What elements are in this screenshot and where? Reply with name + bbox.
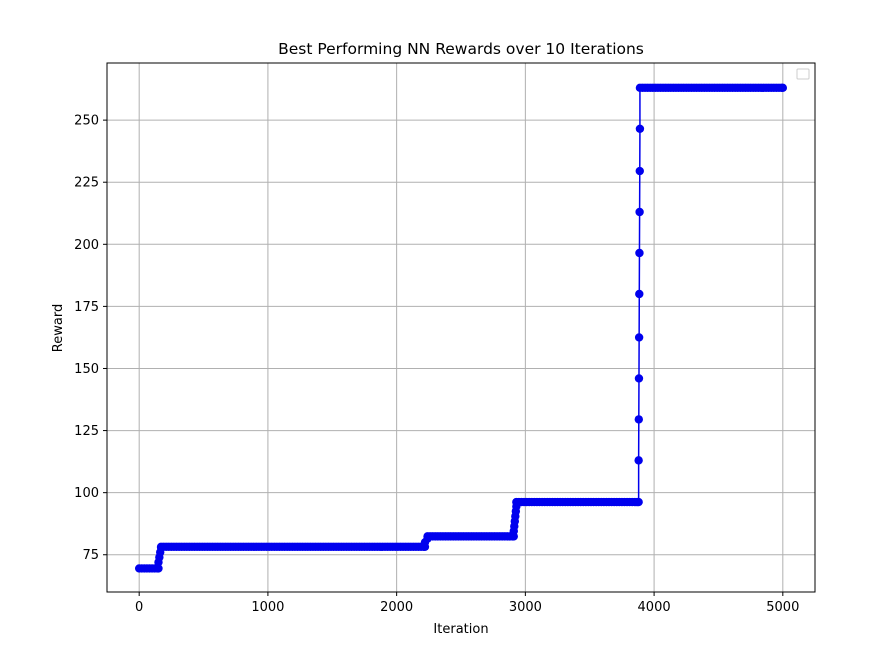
x-axis-label: Iteration (433, 622, 488, 637)
x-tick-label: 2000 (380, 600, 413, 615)
data-point (635, 166, 644, 176)
y-axis-label: Reward (51, 304, 66, 352)
y-tick-label: 150 (74, 362, 99, 377)
series-line (139, 87, 783, 570)
x-tick-label: 1000 (251, 600, 284, 615)
grid-lines (107, 63, 815, 592)
data-point (634, 374, 644, 383)
data-point (634, 333, 644, 342)
x-tick-label: 4000 (638, 600, 671, 615)
legend-box (796, 68, 810, 80)
y-tick-label: 225 (74, 176, 99, 191)
data-point (635, 124, 645, 134)
y-tick-label: 200 (74, 238, 99, 253)
data-point (635, 207, 644, 217)
x-tick-label: 0 (135, 600, 143, 615)
y-tick-label: 175 (74, 300, 99, 315)
data-point (778, 83, 788, 93)
y-tick-label: 100 (74, 486, 99, 501)
x-tick-label: 3000 (509, 600, 542, 615)
plot-area-frame (106, 62, 816, 593)
x-tick-label: 5000 (766, 600, 799, 615)
series-markers (134, 83, 788, 573)
data-point (634, 497, 643, 507)
data-point (634, 415, 643, 424)
data-point (154, 564, 163, 573)
x-axis-ticks: 0 1000 2000 3000 4000 5000 (135, 592, 799, 615)
y-axis-ticks: 75 100 125 150 175 200 225 250 (74, 114, 107, 563)
data-point (634, 456, 643, 465)
y-tick-label: 75 (82, 548, 99, 563)
data-point (635, 289, 644, 299)
data-point (635, 248, 644, 258)
y-tick-label: 250 (74, 114, 99, 129)
chart-title: Best Performing NN Rewards over 10 Itera… (278, 40, 644, 58)
y-tick-label: 125 (74, 424, 99, 439)
series-line-path (139, 87, 783, 570)
